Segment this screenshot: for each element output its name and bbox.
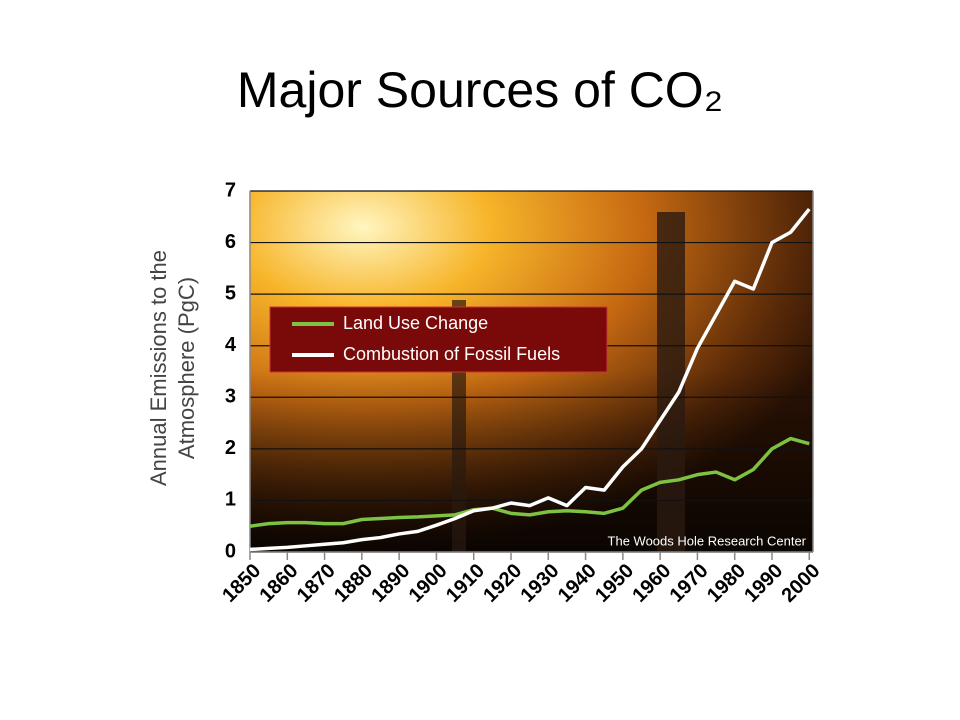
y-tick-label: 7 bbox=[225, 179, 236, 201]
legend-box bbox=[269, 306, 608, 373]
x-tick-label: 1870 bbox=[293, 560, 340, 607]
x-tick-label: 1950 bbox=[591, 560, 638, 607]
series-line bbox=[249, 207, 811, 552]
x-tick-label: 1900 bbox=[405, 560, 452, 607]
x-tick-label: 1880 bbox=[330, 560, 377, 607]
y-tick-label: 3 bbox=[225, 386, 236, 408]
x-tick-label: 1940 bbox=[554, 560, 601, 607]
y-tick-label: 6 bbox=[225, 231, 236, 253]
y-tick-label: 2 bbox=[225, 437, 236, 459]
photo-background bbox=[250, 191, 813, 552]
y-tick-label: 5 bbox=[225, 282, 236, 304]
x-tick-label: 1910 bbox=[442, 560, 489, 607]
x-tick-label: 1970 bbox=[666, 560, 713, 607]
x-tick-label: 1920 bbox=[479, 560, 526, 607]
x-tick-label: 1930 bbox=[517, 560, 564, 607]
legend-label: Combustion of Fossil Fuels bbox=[343, 344, 560, 364]
y-tick-label: 0 bbox=[225, 540, 236, 562]
y-axis-label: Annual Emissions to the bbox=[146, 250, 171, 486]
series-line bbox=[249, 436, 810, 528]
x-tick-label: 1890 bbox=[367, 560, 414, 607]
x-tick-label: 1850 bbox=[218, 560, 265, 607]
annotation: The Woods Hole Research Center bbox=[608, 533, 807, 548]
legend-label: Land Use Change bbox=[343, 313, 488, 333]
y-tick-label: 1 bbox=[225, 489, 236, 511]
y-axis-label: Atmosphere (PgC) bbox=[174, 277, 199, 459]
x-tick-label: 1980 bbox=[703, 560, 750, 607]
x-tick-label: 1990 bbox=[740, 560, 787, 607]
title: Major Sources of CO₂ bbox=[237, 62, 723, 118]
y-tick-label: 4 bbox=[225, 334, 237, 356]
x-tick-label: 2000 bbox=[778, 560, 825, 607]
x-tick-label: 1860 bbox=[256, 560, 303, 607]
x-tick-label: 1960 bbox=[628, 560, 675, 607]
